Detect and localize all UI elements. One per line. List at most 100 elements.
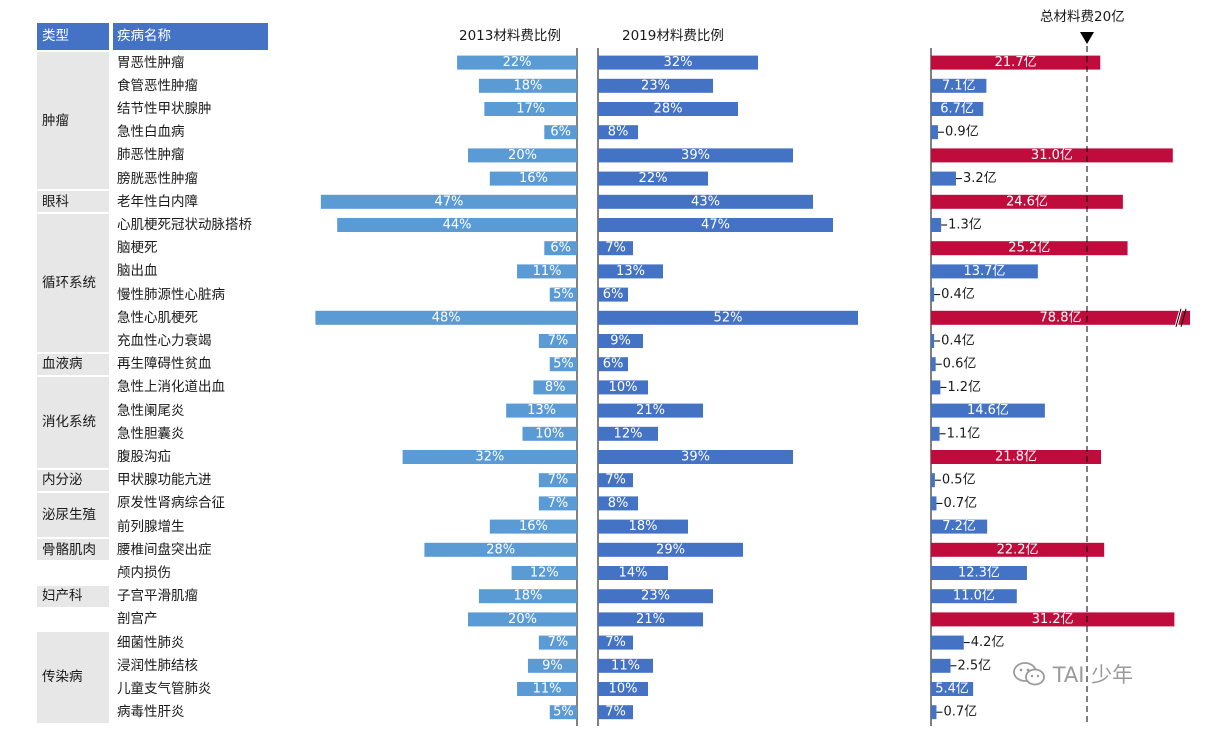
- bar-cost: [931, 171, 956, 186]
- category-label: 消化系统: [42, 414, 96, 431]
- bar-2019: [598, 635, 633, 650]
- axis-break-mark: [1180, 308, 1187, 327]
- label-cost: 0.7亿: [943, 705, 977, 720]
- disease-label: 细菌性肺炎: [117, 634, 185, 651]
- bar-2019: [598, 334, 643, 348]
- label-2013: 12%: [530, 566, 559, 581]
- label-2019: 43%: [691, 194, 720, 209]
- label-2013: 6%: [550, 125, 571, 140]
- bar-cost: [931, 241, 1128, 256]
- label-2013: 7%: [548, 635, 569, 650]
- header-type-label: 类型: [42, 28, 69, 44]
- label-cost: 21.7亿: [995, 55, 1037, 70]
- label-cost: 3.2亿: [963, 171, 997, 186]
- watermark: TAI 少年: [1012, 661, 1133, 688]
- label-2013: 44%: [443, 218, 472, 233]
- label-2019: 22%: [639, 171, 668, 186]
- bar-2019: [598, 125, 638, 140]
- disease-label: 甲状腺功能亢进: [117, 472, 212, 489]
- bar-2019: [598, 78, 713, 93]
- disease-label: 急性胆囊炎: [117, 425, 185, 442]
- label-2013: 11%: [533, 682, 562, 697]
- bar-2019: [598, 55, 758, 70]
- bar-cost: [931, 357, 936, 372]
- label-2013: 18%: [513, 78, 542, 93]
- label-cost: 0.7亿: [943, 496, 977, 511]
- disease-label: 颅内损伤: [117, 565, 171, 581]
- title-2019-ratio: 2019材料费比例: [622, 28, 724, 44]
- bar-2019: [598, 566, 668, 580]
- bar-2013: [315, 310, 577, 325]
- label-cost: 0.9亿: [945, 125, 979, 140]
- disease-label: 急性心肌梗死: [117, 309, 198, 326]
- category-cell: [37, 562, 109, 584]
- bar-cost: [931, 55, 1101, 70]
- disease-label: 急性阑尾炎: [117, 402, 185, 419]
- label-cost: 4.2亿: [971, 635, 1005, 650]
- bar-2019: [598, 426, 658, 441]
- bar-2019: [598, 496, 638, 511]
- disease-label: 再生障碍性贫血: [117, 356, 212, 373]
- bar-cost: [931, 334, 935, 348]
- bar-cost: [931, 450, 1102, 464]
- label-2019: 21%: [636, 403, 665, 418]
- label-cost: 14.6亿: [967, 403, 1009, 418]
- label-2013: 28%: [486, 542, 515, 557]
- bar-2013: [538, 473, 577, 488]
- disease-cell: [113, 237, 268, 260]
- disease-label: 肺恶性肿瘤: [117, 147, 185, 164]
- bar-2013: [533, 380, 577, 395]
- watermark-text: TAI 少年: [1052, 663, 1134, 687]
- bar-cost: [931, 566, 1027, 580]
- disease-label: 食管恶性肿瘤: [117, 77, 198, 94]
- label-cost: 31.2亿: [1032, 612, 1074, 627]
- disease-cell: [113, 422, 268, 445]
- bar-cost: [931, 148, 1173, 163]
- label-2019: 52%: [714, 310, 743, 325]
- category-label: 眼科: [42, 193, 69, 210]
- bar-cost: [931, 310, 1190, 325]
- disease-cell: [113, 121, 268, 144]
- label-2013: 17%: [516, 102, 545, 117]
- label-cost: 13.7亿: [963, 264, 1005, 279]
- label-2013: 13%: [527, 403, 556, 418]
- disease-label: 病毒性肝炎: [117, 704, 185, 721]
- disease-cell: [113, 167, 268, 190]
- header-disease-cell: 疾病名称: [113, 23, 268, 50]
- disease-cell: [113, 515, 268, 538]
- label-2019: 6%: [603, 287, 624, 302]
- bar-2019: [598, 612, 703, 627]
- disease-cell: [113, 329, 268, 353]
- label-cost: 2.5亿: [958, 658, 992, 673]
- label-2013: 20%: [508, 612, 537, 627]
- disease-label: 急性白血病: [117, 124, 185, 141]
- bar-2019: [598, 102, 738, 116]
- disease-label: 膀胱恶性肿瘤: [117, 170, 198, 187]
- label-2013: 20%: [508, 148, 537, 163]
- bar-2013: [517, 682, 577, 696]
- category-label: 妇产科: [42, 588, 83, 605]
- bar-cost: [931, 125, 939, 140]
- label-2013: 22%: [503, 55, 532, 70]
- label-2013: 5%: [553, 287, 574, 302]
- bar-cost: [931, 705, 937, 720]
- bar-2019: [598, 287, 628, 302]
- label-cost: 1.2亿: [947, 380, 981, 395]
- wechat-icon: [1013, 662, 1045, 686]
- label-cost: 21.8亿: [995, 450, 1037, 465]
- label-cost: 7.1亿: [942, 78, 976, 93]
- bar-2013: [538, 334, 577, 348]
- category-cell: [37, 539, 109, 561]
- bar-2013: [489, 171, 577, 186]
- bar-2019: [598, 264, 663, 279]
- disease-label: 充血性心力衰竭: [117, 333, 212, 349]
- label-2019: 8%: [608, 496, 629, 511]
- bar-2019: [598, 218, 833, 232]
- label-cost: 7.2亿: [942, 519, 976, 534]
- label-cost: 1.3亿: [948, 218, 982, 233]
- label-cost: 25.2亿: [1008, 241, 1050, 256]
- threshold-label: 总材料费20亿: [1040, 9, 1125, 25]
- bar-2013: [527, 658, 577, 673]
- disease-label: 儿童支气管肺炎: [117, 681, 212, 697]
- label-2013: 11%: [533, 264, 562, 279]
